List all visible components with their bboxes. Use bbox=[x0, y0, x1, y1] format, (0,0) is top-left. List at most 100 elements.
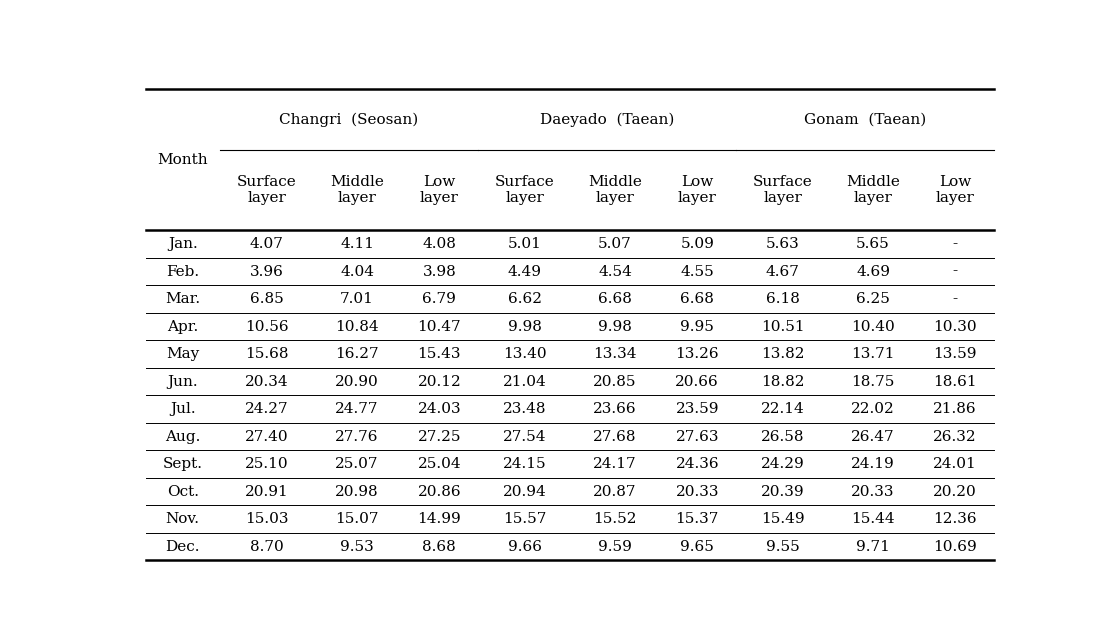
Text: 3.98: 3.98 bbox=[423, 265, 456, 279]
Text: Low
layer: Low layer bbox=[936, 175, 975, 205]
Text: 20.94: 20.94 bbox=[502, 485, 547, 499]
Text: 24.29: 24.29 bbox=[761, 457, 804, 471]
Text: 6.79: 6.79 bbox=[423, 292, 456, 306]
Text: 9.98: 9.98 bbox=[508, 320, 541, 334]
Text: 5.63: 5.63 bbox=[765, 237, 800, 251]
Text: 9.53: 9.53 bbox=[340, 540, 374, 554]
Text: 4.67: 4.67 bbox=[765, 265, 800, 279]
Text: 16.27: 16.27 bbox=[335, 347, 379, 361]
Text: 18.61: 18.61 bbox=[934, 375, 977, 389]
Text: 25.07: 25.07 bbox=[335, 457, 379, 471]
Text: Surface
layer: Surface layer bbox=[495, 175, 554, 205]
Text: Feb.: Feb. bbox=[166, 265, 200, 279]
Text: 23.66: 23.66 bbox=[593, 402, 637, 416]
Text: 10.84: 10.84 bbox=[335, 320, 379, 334]
Text: Mar.: Mar. bbox=[165, 292, 201, 306]
Text: -: - bbox=[953, 237, 958, 251]
Text: 5.07: 5.07 bbox=[598, 237, 632, 251]
Text: 15.37: 15.37 bbox=[675, 512, 719, 526]
Text: Surface
layer: Surface layer bbox=[237, 175, 296, 205]
Text: 9.66: 9.66 bbox=[508, 540, 541, 554]
Text: 15.49: 15.49 bbox=[761, 512, 804, 526]
Text: 22.02: 22.02 bbox=[851, 402, 895, 416]
Text: 24.15: 24.15 bbox=[502, 457, 547, 471]
Text: Surface
layer: Surface layer bbox=[753, 175, 813, 205]
Text: 7.01: 7.01 bbox=[340, 292, 374, 306]
Text: Apr.: Apr. bbox=[167, 320, 199, 334]
Text: 15.68: 15.68 bbox=[245, 347, 288, 361]
Text: May: May bbox=[166, 347, 200, 361]
Text: Low
layer: Low layer bbox=[678, 175, 716, 205]
Text: 21.86: 21.86 bbox=[934, 402, 977, 416]
Text: 9.55: 9.55 bbox=[765, 540, 800, 554]
Text: 26.58: 26.58 bbox=[761, 429, 804, 443]
Text: 13.34: 13.34 bbox=[593, 347, 637, 361]
Text: 13.82: 13.82 bbox=[761, 347, 804, 361]
Text: -: - bbox=[953, 265, 958, 279]
Text: 5.09: 5.09 bbox=[680, 237, 714, 251]
Text: 15.07: 15.07 bbox=[335, 512, 379, 526]
Text: 27.40: 27.40 bbox=[245, 429, 288, 443]
Text: 18.82: 18.82 bbox=[761, 375, 804, 389]
Text: 20.33: 20.33 bbox=[852, 485, 895, 499]
Text: 24.36: 24.36 bbox=[675, 457, 719, 471]
Text: 15.44: 15.44 bbox=[852, 512, 895, 526]
Text: 10.40: 10.40 bbox=[851, 320, 895, 334]
Text: 9.65: 9.65 bbox=[680, 540, 714, 554]
Text: Changri  (Seosan): Changri (Seosan) bbox=[279, 112, 418, 127]
Text: 3.96: 3.96 bbox=[250, 265, 284, 279]
Text: 20.66: 20.66 bbox=[675, 375, 719, 389]
Text: 4.54: 4.54 bbox=[598, 265, 632, 279]
Text: 23.48: 23.48 bbox=[503, 402, 547, 416]
Text: 27.76: 27.76 bbox=[335, 429, 379, 443]
Text: 14.99: 14.99 bbox=[417, 512, 461, 526]
Text: 24.77: 24.77 bbox=[335, 402, 379, 416]
Text: 4.08: 4.08 bbox=[423, 237, 456, 251]
Text: Aug.: Aug. bbox=[165, 429, 201, 443]
Text: 27.63: 27.63 bbox=[675, 429, 719, 443]
Text: 22.14: 22.14 bbox=[761, 402, 804, 416]
Text: Middle
layer: Middle layer bbox=[846, 175, 899, 205]
Text: 10.56: 10.56 bbox=[245, 320, 288, 334]
Text: Dec.: Dec. bbox=[165, 540, 200, 554]
Text: 4.69: 4.69 bbox=[856, 265, 891, 279]
Text: 20.33: 20.33 bbox=[675, 485, 719, 499]
Text: 25.10: 25.10 bbox=[245, 457, 288, 471]
Text: 26.32: 26.32 bbox=[934, 429, 977, 443]
Text: 15.43: 15.43 bbox=[418, 347, 461, 361]
Text: 24.27: 24.27 bbox=[245, 402, 288, 416]
Text: 9.59: 9.59 bbox=[598, 540, 632, 554]
Text: Daeyado  (Taean): Daeyado (Taean) bbox=[540, 112, 674, 127]
Text: 20.12: 20.12 bbox=[417, 375, 461, 389]
Text: 24.03: 24.03 bbox=[417, 402, 461, 416]
Text: 21.04: 21.04 bbox=[502, 375, 547, 389]
Text: 9.98: 9.98 bbox=[598, 320, 632, 334]
Text: 4.04: 4.04 bbox=[340, 265, 374, 279]
Text: 9.95: 9.95 bbox=[680, 320, 714, 334]
Text: 6.85: 6.85 bbox=[250, 292, 284, 306]
Text: 20.34: 20.34 bbox=[245, 375, 288, 389]
Text: 20.86: 20.86 bbox=[417, 485, 461, 499]
Text: 6.62: 6.62 bbox=[508, 292, 541, 306]
Text: 10.47: 10.47 bbox=[417, 320, 461, 334]
Text: 10.51: 10.51 bbox=[761, 320, 804, 334]
Text: 8.68: 8.68 bbox=[423, 540, 456, 554]
Text: 13.26: 13.26 bbox=[675, 347, 719, 361]
Text: 10.30: 10.30 bbox=[934, 320, 977, 334]
Text: 9.71: 9.71 bbox=[856, 540, 889, 554]
Text: 4.49: 4.49 bbox=[508, 265, 541, 279]
Text: 6.18: 6.18 bbox=[765, 292, 800, 306]
Text: 26.47: 26.47 bbox=[852, 429, 895, 443]
Text: 20.87: 20.87 bbox=[593, 485, 637, 499]
Text: 24.19: 24.19 bbox=[851, 457, 895, 471]
Text: 20.39: 20.39 bbox=[761, 485, 804, 499]
Text: 15.57: 15.57 bbox=[503, 512, 547, 526]
Text: Jun.: Jun. bbox=[167, 375, 199, 389]
Text: 27.25: 27.25 bbox=[418, 429, 461, 443]
Text: Month: Month bbox=[157, 152, 208, 167]
Text: 27.68: 27.68 bbox=[593, 429, 637, 443]
Text: -: - bbox=[953, 292, 958, 306]
Text: 20.85: 20.85 bbox=[593, 375, 637, 389]
Text: Jan.: Jan. bbox=[167, 237, 197, 251]
Text: 4.07: 4.07 bbox=[250, 237, 284, 251]
